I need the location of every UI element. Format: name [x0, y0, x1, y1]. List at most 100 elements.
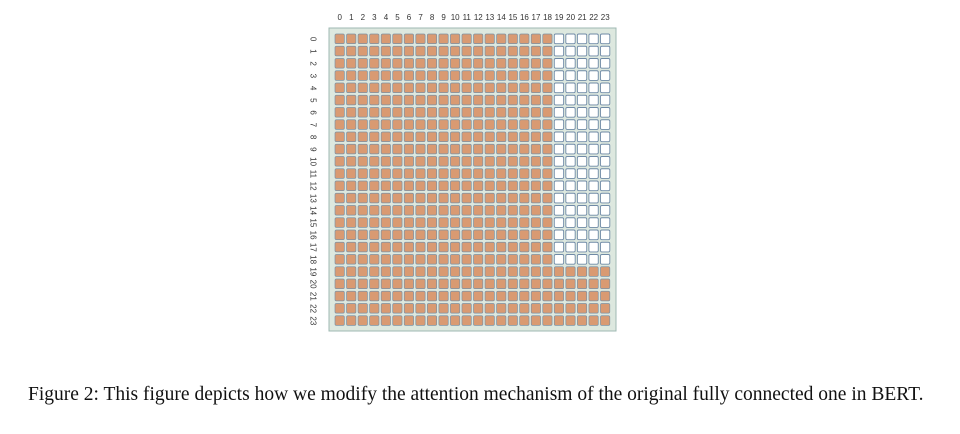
masked-cell: [576, 33, 588, 45]
column-tick-label: 7: [418, 13, 423, 22]
masked-cell: [553, 192, 565, 204]
attended-cell: [403, 143, 414, 155]
masked-cell: [588, 119, 599, 130]
attended-cell: [473, 290, 484, 302]
masked-cell: [600, 82, 611, 94]
row-tick-label: 1: [309, 49, 318, 54]
attended-cell: [380, 94, 391, 106]
masked-cell: [576, 58, 588, 69]
attended-cell: [473, 58, 484, 69]
column-tick-label: 1: [349, 13, 354, 22]
attended-cell: [346, 303, 357, 314]
attended-cell: [519, 156, 530, 167]
masked-cell: [600, 229, 611, 241]
attended-cell: [438, 119, 449, 130]
attended-cell: [369, 94, 380, 106]
attended-cell: [473, 205, 484, 216]
masked-cell: [588, 217, 599, 228]
masked-cell: [565, 241, 576, 253]
attended-cell: [369, 229, 380, 240]
attended-cell: [438, 217, 449, 228]
attended-cell: [426, 33, 438, 44]
attended-cell: [334, 131, 345, 142]
attended-cell: [600, 303, 611, 314]
column-tick-label: 17: [532, 13, 541, 22]
attended-cell: [369, 205, 380, 216]
attended-cell: [426, 45, 438, 57]
attended-cell: [369, 278, 380, 289]
attended-cell: [415, 94, 426, 106]
attended-cell: [484, 33, 495, 44]
attended-cell: [334, 205, 345, 216]
attended-cell: [403, 33, 414, 44]
attended-cell: [530, 107, 541, 118]
attended-cell: [380, 303, 391, 314]
attended-cell: [461, 180, 472, 191]
masked-cell: [576, 131, 588, 143]
attention-mask-figure: 0 1 2 3 4 5 6 7 8 9 10 11 12 13 14 15 16 17 18 19 20 21 22 23 0…: [309, 13, 617, 332]
attended-cell: [426, 266, 438, 277]
attended-cell: [346, 70, 357, 81]
attended-cell: [415, 107, 426, 118]
attended-cell: [415, 315, 426, 326]
attended-cell: [334, 303, 345, 314]
attended-cell: [496, 205, 507, 216]
attended-cell: [392, 94, 403, 106]
masked-cell: [565, 168, 576, 179]
attended-cell: [530, 229, 541, 240]
masked-cell: [576, 229, 588, 241]
row-tick-label: 8: [309, 135, 318, 140]
attended-cell: [403, 156, 414, 167]
attended-cell: [450, 156, 461, 167]
attended-cell: [346, 266, 357, 277]
attended-cell: [415, 229, 426, 240]
column-tick-label: 3: [372, 13, 377, 22]
attended-cell: [496, 192, 507, 204]
attended-cell: [519, 303, 530, 314]
masked-cell: [553, 143, 565, 155]
masked-cell: [565, 192, 576, 204]
attended-cell: [415, 119, 426, 130]
attended-cell: [357, 131, 368, 142]
attended-cell: [438, 107, 449, 118]
attended-cell: [484, 156, 495, 167]
attended-cell: [346, 143, 357, 155]
masked-cell: [588, 168, 599, 179]
attended-cell: [415, 58, 426, 69]
attended-cell: [392, 58, 403, 69]
attended-cell: [484, 94, 495, 106]
attended-cell: [438, 94, 449, 106]
attended-cell: [380, 131, 391, 142]
attended-cell: [450, 217, 461, 228]
masked-cell: [565, 70, 576, 81]
attended-cell: [357, 45, 368, 57]
attended-cell: [438, 180, 449, 191]
attended-cell: [496, 168, 507, 179]
attended-cell: [461, 315, 472, 326]
masked-cell: [553, 33, 565, 45]
attended-cell: [334, 119, 345, 130]
masked-cell: [565, 119, 576, 130]
masked-cell: [588, 143, 599, 155]
attended-cell: [357, 278, 368, 289]
attended-cell: [426, 180, 438, 191]
masked-cell: [576, 143, 588, 155]
attended-cell: [473, 82, 484, 93]
masked-cell: [600, 168, 611, 179]
masked-cell: [600, 94, 611, 106]
masked-cell: [553, 119, 565, 130]
attended-cell: [484, 107, 495, 118]
attended-cell: [334, 278, 345, 289]
attended-cell: [415, 45, 426, 57]
attended-cell: [461, 217, 472, 228]
attended-cell: [346, 168, 357, 179]
attended-cell: [415, 82, 426, 93]
attended-cell: [461, 58, 472, 69]
attended-cell: [530, 131, 541, 142]
row-tick-label: 2: [309, 61, 318, 66]
attended-cell: [461, 205, 472, 216]
masked-cell: [553, 58, 565, 69]
attended-cell: [334, 33, 345, 44]
attended-cell: [426, 94, 438, 106]
attended-cell: [553, 290, 564, 302]
